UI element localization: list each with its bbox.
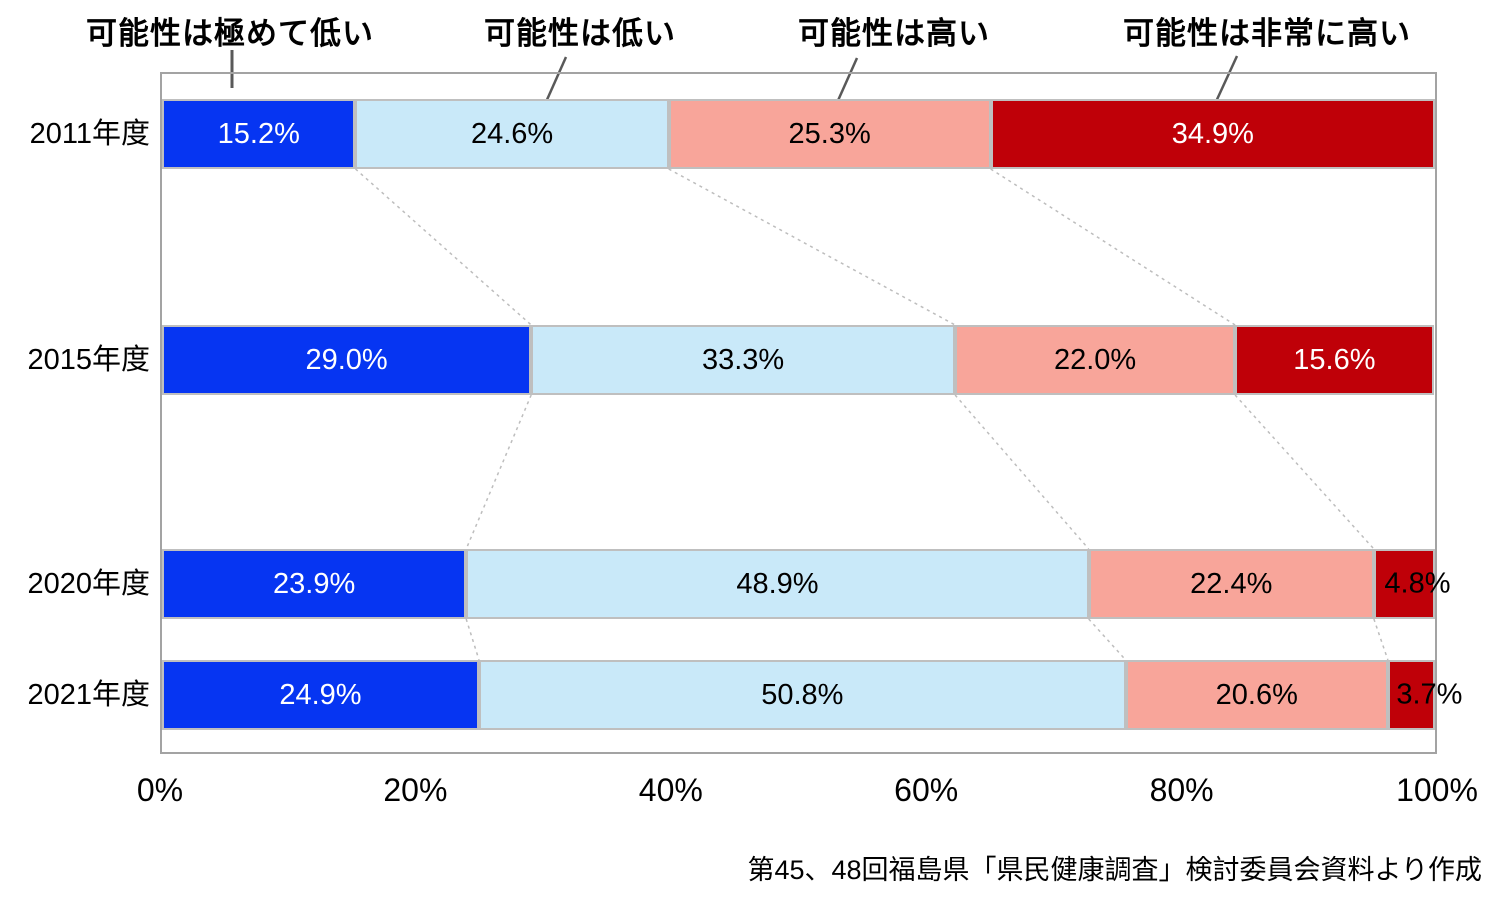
- segment-value-label: 24.9%: [279, 678, 362, 711]
- series-connector-lines: [355, 168, 1389, 661]
- bar-segment: 20.6%: [1125, 660, 1388, 730]
- bar-segment: 22.0%: [955, 325, 1236, 395]
- series-label-low: 可能性は低い: [484, 16, 676, 51]
- bar-segment: 15.2%: [162, 99, 356, 169]
- bar-segment: 29.0%: [162, 325, 532, 395]
- bar-segment: 48.9%: [466, 549, 1089, 619]
- series-label-very-high: 可能性は非常に高い: [1123, 16, 1411, 51]
- segment-value-label: 15.2%: [217, 117, 300, 150]
- segment-value-label: 34.9%: [1171, 117, 1254, 150]
- bar-segment: 25.3%: [668, 99, 991, 169]
- x-tick-label: 60%: [894, 772, 959, 808]
- category-label-2020年度: 2020年度: [27, 568, 150, 600]
- series-label-high: 可能性は高い: [798, 16, 990, 51]
- segment-value-label: 4.8%: [1384, 567, 1451, 600]
- bar-segment: 4.8%: [1373, 549, 1451, 619]
- segment-value-label: 22.4%: [1190, 567, 1273, 600]
- bar-segment: 50.8%: [478, 660, 1126, 730]
- category-label-2015年度: 2015年度: [27, 344, 150, 376]
- segment-value-label: 22.0%: [1053, 343, 1137, 376]
- bar-row-2021年度: 24.9% 50.8% 20.6% 3.7%: [162, 660, 1462, 730]
- segment-value-label: 50.8%: [761, 678, 844, 711]
- bar-row-2015年度: 29.0% 33.3% 22.0% 15.6%: [162, 325, 1435, 395]
- segment-value-label: 3.7%: [1396, 678, 1463, 711]
- x-tick-label: 0%: [136, 772, 184, 808]
- bar-segment: 34.9%: [990, 99, 1435, 169]
- x-tick-label: 40%: [638, 772, 703, 808]
- segment-value-label: 23.9%: [273, 567, 356, 600]
- series-label-extremely-low: 可能性は極めて低い: [86, 16, 374, 51]
- bar-segment: 33.3%: [531, 325, 956, 395]
- bar-segment: 24.9%: [162, 660, 479, 730]
- category-label-2021年度: 2021年度: [27, 679, 150, 711]
- category-label-2011年度: 2011年度: [29, 118, 150, 150]
- segment-value-label: 29.0%: [305, 343, 388, 376]
- bar-row-2011年度: 15.2% 24.6% 25.3% 34.9%: [162, 99, 1435, 169]
- x-tick-label: 100%: [1396, 772, 1478, 808]
- x-tick-label: 20%: [383, 772, 448, 808]
- plot-area: 15.2% 24.6% 25.3% 34.9% 29.0% 33.3% 22.0% 15.6%…: [160, 72, 1462, 754]
- source-note: 第45、48回福島県「県民健康調査」検討委員会資料より作成: [747, 855, 1482, 885]
- bar-segment: 15.6%: [1235, 325, 1434, 395]
- segment-value-label: 25.3%: [788, 117, 871, 150]
- segment-value-label: 48.9%: [736, 567, 819, 600]
- bar-row-2020年度: 23.9% 48.9% 22.4% 4.8%: [162, 549, 1451, 619]
- bar-segment: 22.4%: [1088, 549, 1374, 619]
- segment-value-label: 15.6%: [1293, 343, 1376, 376]
- bar-segment: 23.9%: [162, 549, 467, 619]
- bar-segment: 3.7%: [1387, 660, 1462, 730]
- x-tick-label: 80%: [1149, 772, 1214, 808]
- bar-segment: 24.6%: [355, 99, 669, 169]
- segment-value-label: 20.6%: [1215, 678, 1298, 711]
- segment-value-label: 24.6%: [470, 117, 554, 150]
- segment-value-label: 33.3%: [701, 343, 785, 376]
